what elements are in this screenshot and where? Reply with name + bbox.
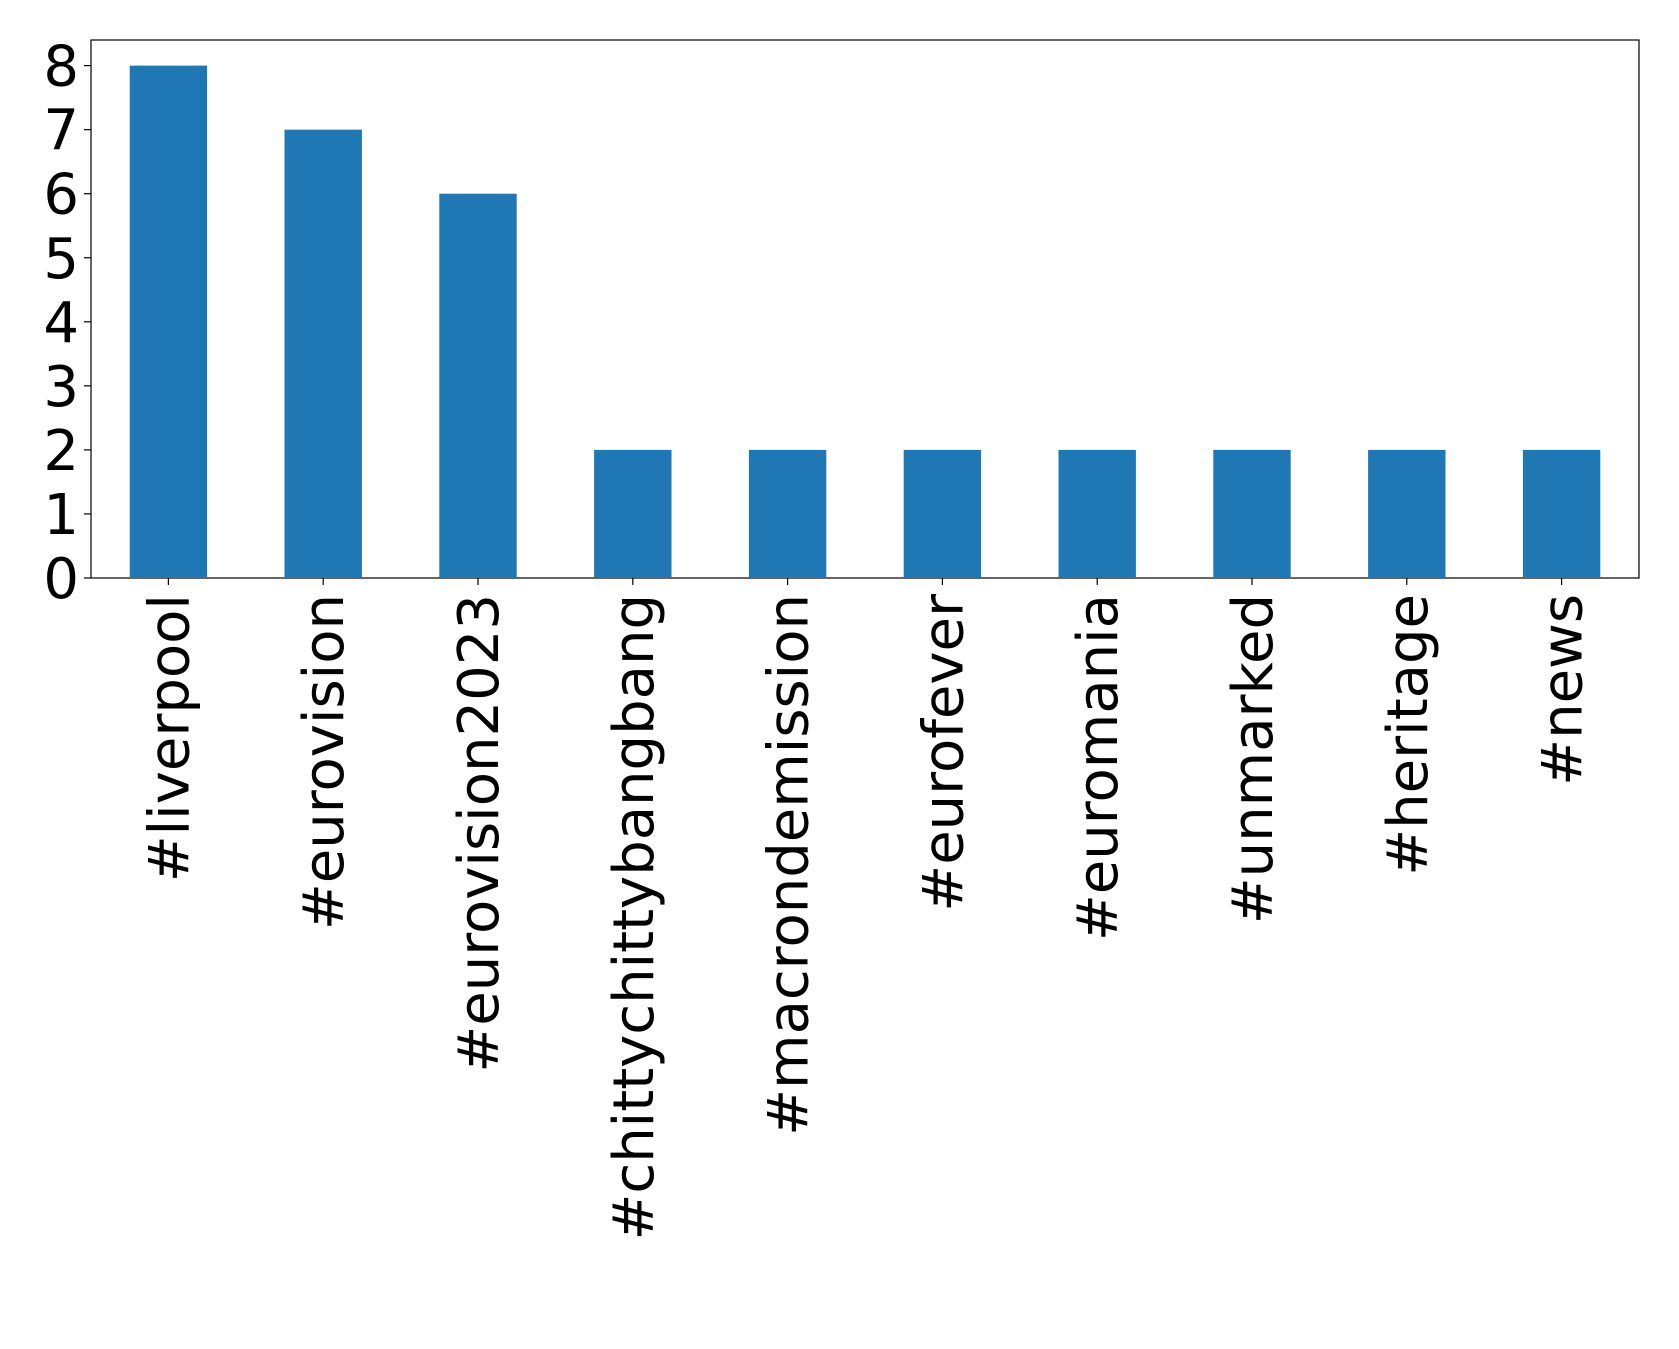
bar [284,129,362,578]
x-tick-label: #unmarked [1221,594,1286,924]
y-tick-label: 4 [43,291,79,356]
bar [594,449,672,578]
bar [129,65,208,579]
y-tick-label: 2 [43,419,79,484]
x-tick-label: #eurovision [292,594,357,930]
bar [1368,449,1446,578]
y-tick-label: 7 [43,99,79,164]
y-tick-label: 6 [43,163,79,228]
x-tick-label: #chittychittybangbang [602,594,667,1241]
bar [439,193,517,578]
x-tick-label: #news [1531,594,1596,786]
bar [1213,449,1291,578]
y-tick-label: 5 [43,227,79,292]
x-tick-label: #macrondemission [757,594,822,1136]
x-tick-label: #eurofever [911,593,976,912]
bar [748,449,827,578]
y-tick-label: 3 [43,355,79,420]
y-tick-label: 0 [43,547,79,612]
y-tick-label: 1 [43,483,79,548]
plot-frame [90,39,1640,579]
bar [1058,449,1136,578]
x-tick-label: #heritage [1376,594,1441,876]
bar [1522,449,1601,578]
y-tick-label: 8 [43,35,79,100]
bar [903,449,982,578]
x-tick-label: #eurovision2023 [447,594,512,1073]
x-tick-label: #liverpool [137,594,202,882]
x-tick-label: #euromania [1066,594,1131,941]
